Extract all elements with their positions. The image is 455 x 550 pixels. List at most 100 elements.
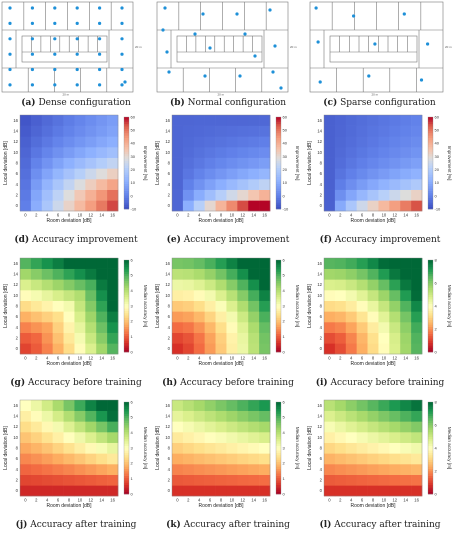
heatmap-cell [52, 279, 64, 291]
colorbar-segment [124, 195, 129, 198]
colorbar-segment [124, 471, 129, 474]
heatmap-cell [400, 115, 412, 126]
heatmap-cell [237, 485, 249, 497]
heatmap-cell [400, 322, 412, 333]
colorbar-segment [276, 471, 281, 474]
heatmap-cell [41, 136, 53, 148]
colorbar-segment [124, 317, 129, 321]
heatmap-cell [107, 157, 119, 169]
x-tick-label: 14 [99, 356, 104, 361]
y-tick-label: 6 [16, 456, 19, 461]
colorbar-segment [276, 329, 281, 332]
heatmap-cell [215, 258, 227, 269]
colorbar-segment [124, 475, 129, 479]
caption-h: (h) Accuracy before training [152, 378, 304, 388]
colorbar-segment [276, 464, 281, 467]
heatmap-cell [259, 453, 271, 465]
heatmap-cell [215, 300, 227, 312]
colorbar-segment [124, 181, 129, 184]
access-point-marker [419, 78, 424, 82]
heatmap-cell [324, 157, 336, 169]
plot-frame [171, 399, 271, 497]
access-point-marker [163, 6, 167, 10]
heatmap-cell [378, 343, 390, 355]
heatmap-cell [215, 464, 227, 475]
x-tick-label: 0 [24, 356, 27, 361]
colorbar-segment [428, 454, 433, 458]
heatmap-cell [96, 147, 108, 158]
heatmap-cell [367, 157, 379, 169]
colorbar-segment [428, 146, 433, 150]
heatmap-cell [226, 474, 238, 486]
heatmap-cell [107, 343, 119, 355]
heatmap-cell [63, 322, 75, 333]
colorbar-label: Median accuracy [m] [143, 285, 148, 327]
heatmap-cell [182, 115, 195, 126]
x-axis-label: Room deviation [dB] [350, 218, 396, 224]
heatmap-cell [248, 485, 260, 497]
heatmap-cell [182, 442, 195, 454]
colorbar-segment [124, 406, 129, 410]
access-point-marker [352, 14, 356, 18]
heatmap-cell [237, 268, 249, 280]
access-point-marker [30, 52, 34, 56]
heatmap-cell [172, 453, 184, 465]
heatmap-cell [378, 322, 390, 333]
heatmap-cell [324, 115, 336, 126]
heatmap-cell [20, 290, 32, 301]
y-tick-label: 10 [165, 435, 170, 440]
colorbar-tick-label: 4 [435, 303, 438, 308]
heatmap-cell [411, 115, 423, 126]
heatmap-cell [107, 332, 119, 344]
access-point-marker [53, 83, 57, 87]
colorbar-segment [124, 402, 129, 405]
colorbar-segment [124, 434, 129, 437]
colorbar-tick-label: -10 [283, 206, 290, 211]
colorbar-segment [276, 342, 281, 346]
colorbar-frame [123, 259, 130, 353]
x-tick-label: 12 [240, 356, 245, 361]
x-tick-label: 4 [46, 213, 49, 218]
heatmap-cell [20, 464, 32, 475]
heatmap-cell [248, 332, 260, 344]
heatmap-cell [52, 322, 64, 333]
heatmap-cell [74, 453, 86, 465]
x-tick-label: 14 [403, 498, 408, 503]
heatmap-cell [356, 432, 368, 443]
colorbar-segment [276, 457, 281, 460]
floorplan-normal: 20 m 20 m [155, 0, 300, 97]
heatmap-cell [411, 400, 423, 411]
colorbar-segment [276, 436, 281, 440]
colorbar-tick-label: 30 [131, 154, 136, 159]
colorbar-segment [124, 306, 129, 309]
plot-frame [19, 257, 119, 355]
colorbar-segment [276, 117, 281, 120]
heatmap-cell [85, 168, 97, 180]
colorbar-segment [428, 441, 433, 444]
heatmap-cell [41, 300, 53, 312]
heatmap-cell [237, 300, 249, 312]
x-tick-label: 10 [230, 213, 235, 218]
colorbar-segment [276, 322, 281, 325]
heatmap-cell [226, 115, 238, 126]
heatmap-cell [334, 189, 347, 201]
heatmap-cell [237, 200, 249, 212]
colorbar-tick-label: 40 [283, 141, 288, 146]
heatmap-cell [41, 258, 53, 269]
colorbar-segment [428, 192, 433, 196]
heatmap-cell [215, 311, 227, 323]
heatmap-cell [107, 258, 119, 269]
access-point-marker [367, 74, 371, 78]
colorbar-segment [276, 126, 281, 129]
colorbar-segment [276, 340, 281, 344]
heatmap-cell [96, 322, 108, 333]
x-tick-label: 8 [372, 498, 375, 503]
heatmap-cell [356, 136, 368, 148]
heatmap-cell [96, 474, 108, 486]
access-point-marker [120, 83, 124, 87]
colorbar-segment [124, 468, 129, 472]
heatmap-cell [74, 400, 86, 411]
heatmap-cell [400, 332, 412, 344]
heatmap-cell [334, 464, 347, 475]
